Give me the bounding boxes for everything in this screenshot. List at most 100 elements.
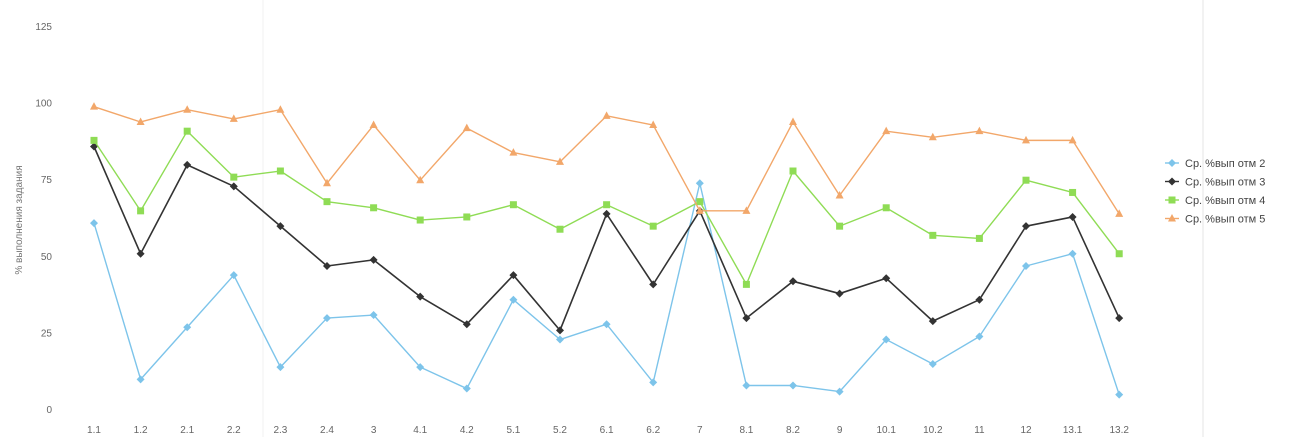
legend-marker	[1168, 159, 1176, 167]
data-point	[90, 136, 98, 144]
data-point	[229, 271, 238, 280]
y-tick-label: 75	[41, 175, 53, 186]
data-point	[509, 148, 518, 156]
data-point	[695, 206, 704, 214]
data-point	[90, 219, 98, 228]
legend-marker	[1168, 214, 1176, 222]
data-point	[416, 175, 425, 184]
y-tick-label: 50	[41, 252, 53, 263]
data-point	[229, 114, 238, 122]
data-point	[509, 201, 517, 209]
data-point	[649, 222, 657, 230]
data-point	[183, 127, 191, 135]
data-point	[323, 314, 331, 323]
data-point	[742, 381, 751, 390]
data-point	[556, 326, 564, 335]
data-point	[276, 222, 285, 231]
data-point	[602, 209, 611, 218]
legend: Ср. %вып отм 2 Ср. %вып отм 3 Ср. %вып отм…	[1165, 158, 1265, 226]
x-tick-label: 2.4	[320, 425, 334, 436]
x-tick-label: 13.1	[1063, 425, 1083, 436]
data-point	[602, 111, 611, 119]
x-tick-label: 10.1	[876, 425, 896, 436]
data-point	[370, 204, 378, 212]
x-tick-label: 8.2	[786, 425, 800, 436]
data-point	[462, 123, 471, 132]
series-4	[90, 127, 1123, 288]
data-point	[276, 363, 285, 372]
x-tick-label: 6.1	[600, 425, 614, 436]
x-tick-label: 12	[1020, 425, 1032, 436]
data-point	[928, 132, 937, 141]
x-tick-label: 1.1	[87, 425, 101, 436]
data-point	[509, 295, 518, 304]
data-point	[835, 289, 844, 298]
series-2	[90, 179, 1124, 399]
data-point	[556, 335, 564, 344]
data-point	[323, 198, 331, 206]
x-tick-label: 10.2	[923, 425, 943, 436]
x-tick-label: 5.2	[553, 425, 567, 436]
x-tick-label: 6.2	[646, 425, 660, 436]
data-point	[789, 167, 797, 175]
x-tick-label: 7	[697, 425, 703, 436]
x-tick-label: 4.1	[413, 425, 427, 436]
data-point	[323, 261, 331, 270]
data-point	[928, 360, 937, 369]
legend-marker	[1168, 196, 1176, 204]
data-point	[416, 292, 425, 301]
legend-label: Ср. %вып отм 3	[1185, 177, 1265, 189]
y-tick-label: 0	[46, 405, 52, 416]
data-point	[742, 206, 751, 214]
data-point	[230, 173, 238, 181]
legend-marker	[1168, 177, 1176, 186]
data-point	[649, 280, 658, 289]
x-tick-label: 2.1	[180, 425, 194, 436]
data-point	[276, 167, 284, 175]
data-point	[509, 271, 518, 280]
x-tick-label: 8.1	[739, 425, 753, 436]
data-point	[975, 234, 983, 242]
data-point	[1115, 250, 1123, 258]
data-point	[323, 178, 331, 187]
data-point	[1069, 188, 1077, 196]
data-point	[462, 384, 471, 393]
data-point	[695, 179, 704, 188]
data-point	[882, 335, 891, 344]
data-point	[1022, 222, 1030, 231]
data-point	[136, 375, 145, 384]
data-point	[137, 207, 145, 215]
data-point	[462, 320, 471, 329]
x-tick-label: 1.2	[134, 425, 148, 436]
data-point	[975, 332, 984, 341]
data-point	[882, 274, 891, 283]
data-point	[183, 160, 192, 169]
data-point	[928, 317, 937, 326]
data-point	[416, 216, 424, 224]
series-group	[90, 102, 1124, 399]
x-tick-label: 5.1	[506, 425, 520, 436]
data-point	[602, 320, 611, 329]
data-point	[649, 378, 658, 387]
data-point	[742, 314, 751, 323]
y-axis-label: % выполнения задания	[14, 165, 25, 274]
data-point	[1068, 249, 1077, 258]
data-point	[369, 255, 378, 264]
x-tick-label: 2.3	[273, 425, 287, 436]
data-point	[789, 381, 797, 390]
data-point	[1022, 176, 1030, 184]
data-point	[1115, 390, 1124, 399]
x-axis-ticks: 1.1 1.2 2.1 2.2 2.3 2.4 3 4.1 4.2 5.1 5.2 6.1 6.2 7 8.…	[87, 425, 1129, 436]
x-tick-label: 2.2	[227, 425, 241, 436]
data-point	[649, 120, 658, 129]
data-point	[229, 182, 238, 191]
data-point	[90, 102, 98, 110]
data-point	[1022, 261, 1030, 270]
y-tick-label: 100	[35, 99, 52, 110]
series-5	[90, 102, 1124, 217]
data-point	[929, 231, 937, 239]
data-point	[556, 157, 564, 165]
data-point	[789, 277, 797, 286]
data-point	[835, 191, 844, 199]
